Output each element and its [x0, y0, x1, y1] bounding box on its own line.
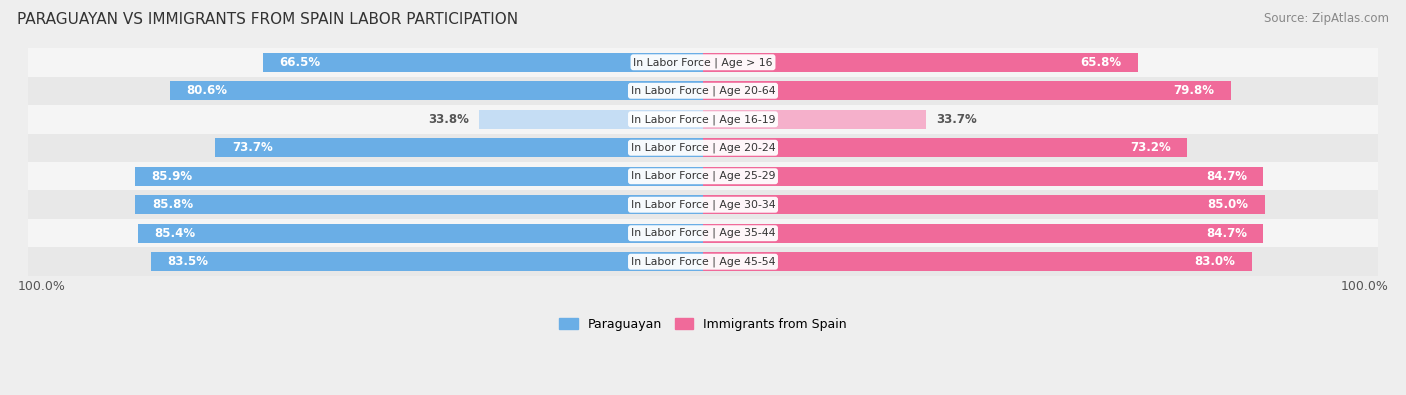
Bar: [135, 167, 703, 186]
Bar: [263, 53, 703, 72]
Bar: [703, 138, 1187, 158]
Text: 83.0%: 83.0%: [1195, 255, 1236, 268]
Text: In Labor Force | Age 20-24: In Labor Force | Age 20-24: [631, 143, 775, 153]
Bar: [703, 195, 1265, 214]
Bar: [8, 77, 1398, 105]
Text: In Labor Force | Age 25-29: In Labor Force | Age 25-29: [631, 171, 775, 181]
Text: 33.7%: 33.7%: [936, 113, 977, 126]
Bar: [170, 81, 703, 100]
Bar: [8, 248, 1398, 276]
Bar: [150, 252, 703, 271]
Bar: [8, 105, 1398, 134]
Bar: [703, 167, 1264, 186]
Bar: [8, 219, 1398, 248]
Text: 85.9%: 85.9%: [152, 170, 193, 183]
Bar: [138, 224, 703, 243]
Bar: [703, 53, 1139, 72]
Text: In Labor Force | Age 35-44: In Labor Force | Age 35-44: [631, 228, 775, 239]
Text: 80.6%: 80.6%: [187, 84, 228, 97]
Text: In Labor Force | Age 20-64: In Labor Force | Age 20-64: [631, 85, 775, 96]
Bar: [703, 252, 1253, 271]
Bar: [135, 195, 703, 214]
Text: Source: ZipAtlas.com: Source: ZipAtlas.com: [1264, 12, 1389, 25]
Text: 84.7%: 84.7%: [1206, 170, 1247, 183]
Text: 85.8%: 85.8%: [152, 198, 193, 211]
Text: 73.7%: 73.7%: [232, 141, 273, 154]
Text: 79.8%: 79.8%: [1174, 84, 1215, 97]
Legend: Paraguayan, Immigrants from Spain: Paraguayan, Immigrants from Spain: [554, 313, 852, 336]
Text: In Labor Force | Age 45-54: In Labor Force | Age 45-54: [631, 256, 775, 267]
Text: PARAGUAYAN VS IMMIGRANTS FROM SPAIN LABOR PARTICIPATION: PARAGUAYAN VS IMMIGRANTS FROM SPAIN LABO…: [17, 12, 517, 27]
Text: 33.8%: 33.8%: [429, 113, 470, 126]
Bar: [479, 109, 703, 129]
Text: 84.7%: 84.7%: [1206, 227, 1247, 240]
Text: 66.5%: 66.5%: [280, 56, 321, 69]
Text: In Labor Force | Age > 16: In Labor Force | Age > 16: [633, 57, 773, 68]
Text: In Labor Force | Age 16-19: In Labor Force | Age 16-19: [631, 114, 775, 124]
Text: 85.4%: 85.4%: [155, 227, 195, 240]
Text: 73.2%: 73.2%: [1130, 141, 1171, 154]
Text: 85.0%: 85.0%: [1208, 198, 1249, 211]
Bar: [703, 224, 1264, 243]
Bar: [215, 138, 703, 158]
Bar: [8, 48, 1398, 77]
Bar: [703, 109, 927, 129]
Bar: [8, 190, 1398, 219]
Bar: [8, 134, 1398, 162]
Text: 65.8%: 65.8%: [1081, 56, 1122, 69]
Text: 83.5%: 83.5%: [167, 255, 208, 268]
Bar: [8, 162, 1398, 190]
Bar: [703, 81, 1230, 100]
Text: In Labor Force | Age 30-34: In Labor Force | Age 30-34: [631, 199, 775, 210]
